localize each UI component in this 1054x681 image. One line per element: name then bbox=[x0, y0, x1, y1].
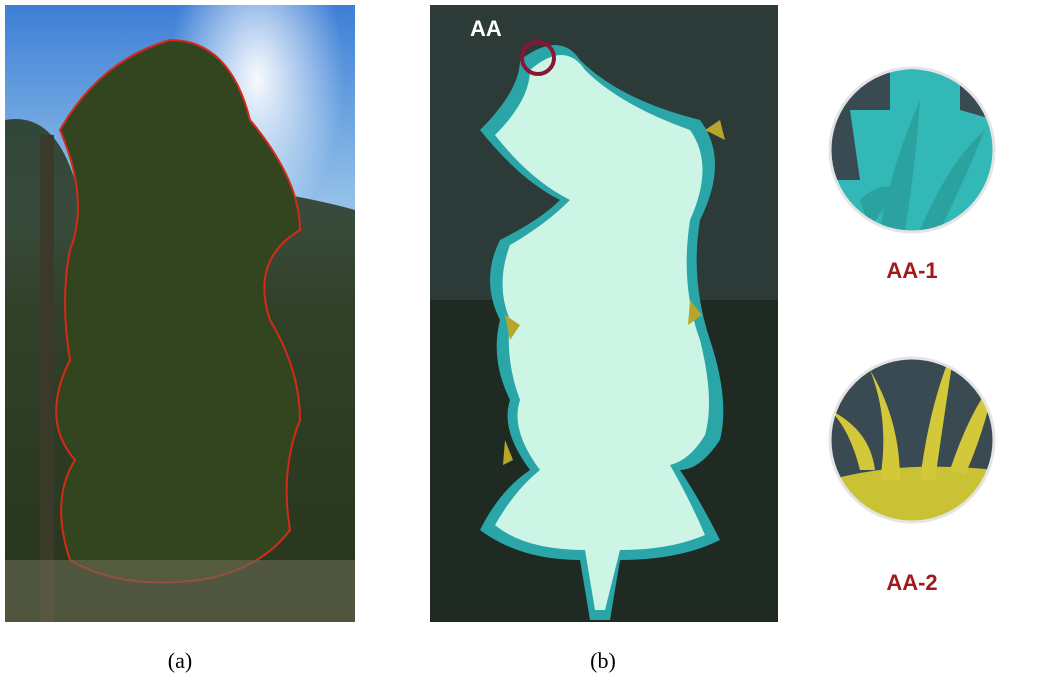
figure: AA AA-1 AA-2 (a) (b) bbox=[0, 0, 1054, 681]
panel-caption: (b) bbox=[590, 648, 616, 673]
segmentation-b: AA bbox=[430, 5, 778, 622]
inset-aa-2 bbox=[830, 345, 995, 522]
inset-label: AA-2 bbox=[886, 570, 937, 595]
inset-label: AA-1 bbox=[886, 258, 937, 283]
annotation: AA bbox=[470, 16, 502, 41]
photo-a bbox=[5, 5, 355, 622]
panel-caption: (a) bbox=[168, 648, 192, 673]
